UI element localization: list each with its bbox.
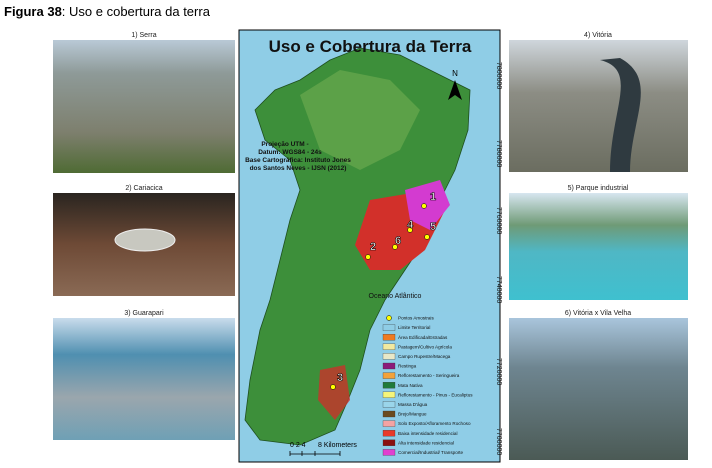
legend-label: Pontos Amostrais — [398, 316, 434, 321]
photo-caption: 4) Vitória — [584, 32, 612, 39]
legend-label: Pastagem/Cultivo Agrícola — [398, 344, 452, 349]
river — [600, 58, 641, 172]
photo-caption: 6) Vitória x Vila Velha — [565, 310, 631, 317]
legend-box — [380, 312, 480, 460]
y-axis-label: 7800000 — [495, 62, 502, 89]
y-axis-label: 7780000 — [495, 140, 502, 167]
scale-label: 8 Kilometers — [318, 442, 357, 449]
map-title: Uso e Cobertura da Terra — [269, 37, 472, 56]
photo-caption: 3) Guarapari — [124, 310, 164, 317]
point-label: 2 — [370, 241, 376, 253]
sample-point — [330, 384, 336, 390]
projection: dos Santos Neves - IJSN (2012) — [250, 165, 347, 172]
sample-point — [407, 227, 413, 233]
photo — [509, 193, 688, 300]
legend-label: Mata Nativa — [398, 383, 423, 388]
projection: Datum: WGS84 - 24s — [258, 149, 322, 156]
stadium — [114, 228, 176, 252]
y-axis-label: 7760000 — [495, 207, 502, 234]
point-label: 5 — [430, 221, 436, 233]
photo-caption: 1) Serra — [131, 32, 156, 39]
legend-label: Reflorestamento - Pinus - Eucaliptus — [398, 392, 473, 397]
legend-swatch — [382, 401, 396, 408]
point-label: 3 — [337, 372, 343, 384]
north-label: N — [452, 69, 458, 78]
sample-point — [421, 203, 427, 209]
legend-swatch — [382, 420, 396, 427]
legend-swatch — [382, 324, 396, 331]
y-axis-label: 7740000 — [495, 276, 502, 303]
legend-label: Restinga — [398, 364, 417, 369]
photo — [509, 40, 688, 172]
sample-point — [365, 254, 371, 260]
legend-swatch — [382, 439, 396, 446]
legend-swatch — [382, 353, 396, 360]
photo-caption: 2) Cariacica — [125, 185, 162, 192]
legend-label: Comercial/Industrial/ Transporte — [398, 450, 464, 455]
legend-label: Área Edificada/Estradas — [398, 334, 448, 340]
y-axis-label: 7700000 — [495, 428, 502, 455]
legend-label: Massa D'água — [398, 402, 428, 407]
photo — [53, 318, 235, 440]
sample-point — [424, 234, 430, 240]
projection: Projeção UTM - — [261, 141, 308, 148]
photo — [53, 40, 235, 173]
ocean-label: Oceano Atlântico — [369, 293, 422, 300]
legend-label: Solo Exposto/Afloramento Rochoso — [398, 421, 471, 426]
legend-swatch — [382, 382, 396, 389]
industrial — [405, 180, 450, 230]
legend-swatch — [382, 372, 396, 379]
sample-point — [392, 244, 398, 250]
legend-swatch — [382, 334, 396, 341]
legend-swatch — [382, 362, 396, 370]
figure-label: Figura 38 — [4, 4, 62, 19]
figure-title: Figura 38: Uso e cobertura da terra — [4, 4, 211, 19]
legend-swatch — [382, 430, 396, 437]
legend-swatch — [382, 410, 396, 418]
scale-label: 0 2 4 — [290, 442, 306, 449]
y-axis-label: 7720000 — [495, 358, 502, 385]
legend-label: Reflorestamento - Seringueira — [398, 373, 460, 378]
land-patch — [300, 70, 420, 170]
legend-label: Brejo/Mangue — [398, 412, 427, 417]
point-label: 4 — [407, 219, 414, 231]
legend-label: Alta intensidade residencial — [398, 440, 454, 445]
legend-label: Baixa intensidade residencial — [398, 431, 458, 436]
legend-swatch — [382, 449, 396, 456]
scale-bar — [289, 451, 341, 456]
point-label: 6 — [395, 235, 401, 247]
photo — [509, 318, 688, 460]
north-arrow — [448, 80, 462, 100]
legend-swatch — [382, 391, 396, 398]
projection: Base Cartográfica: Instituto Jones — [245, 157, 351, 164]
legend: Pontos Amostrais Limite Territorial Área E… — [382, 315, 473, 456]
figure-text: : Uso e cobertura da terra — [62, 4, 211, 19]
legend-swatch — [382, 343, 396, 350]
legend-swatch — [386, 315, 392, 321]
legend-label: Campo Rupestre/Macega — [398, 354, 451, 359]
urban — [318, 365, 350, 420]
photo-caption: 5) Parque industrial — [568, 185, 629, 192]
point-label: 1 — [430, 191, 436, 203]
legend-label: Limite Territorial — [398, 325, 430, 330]
